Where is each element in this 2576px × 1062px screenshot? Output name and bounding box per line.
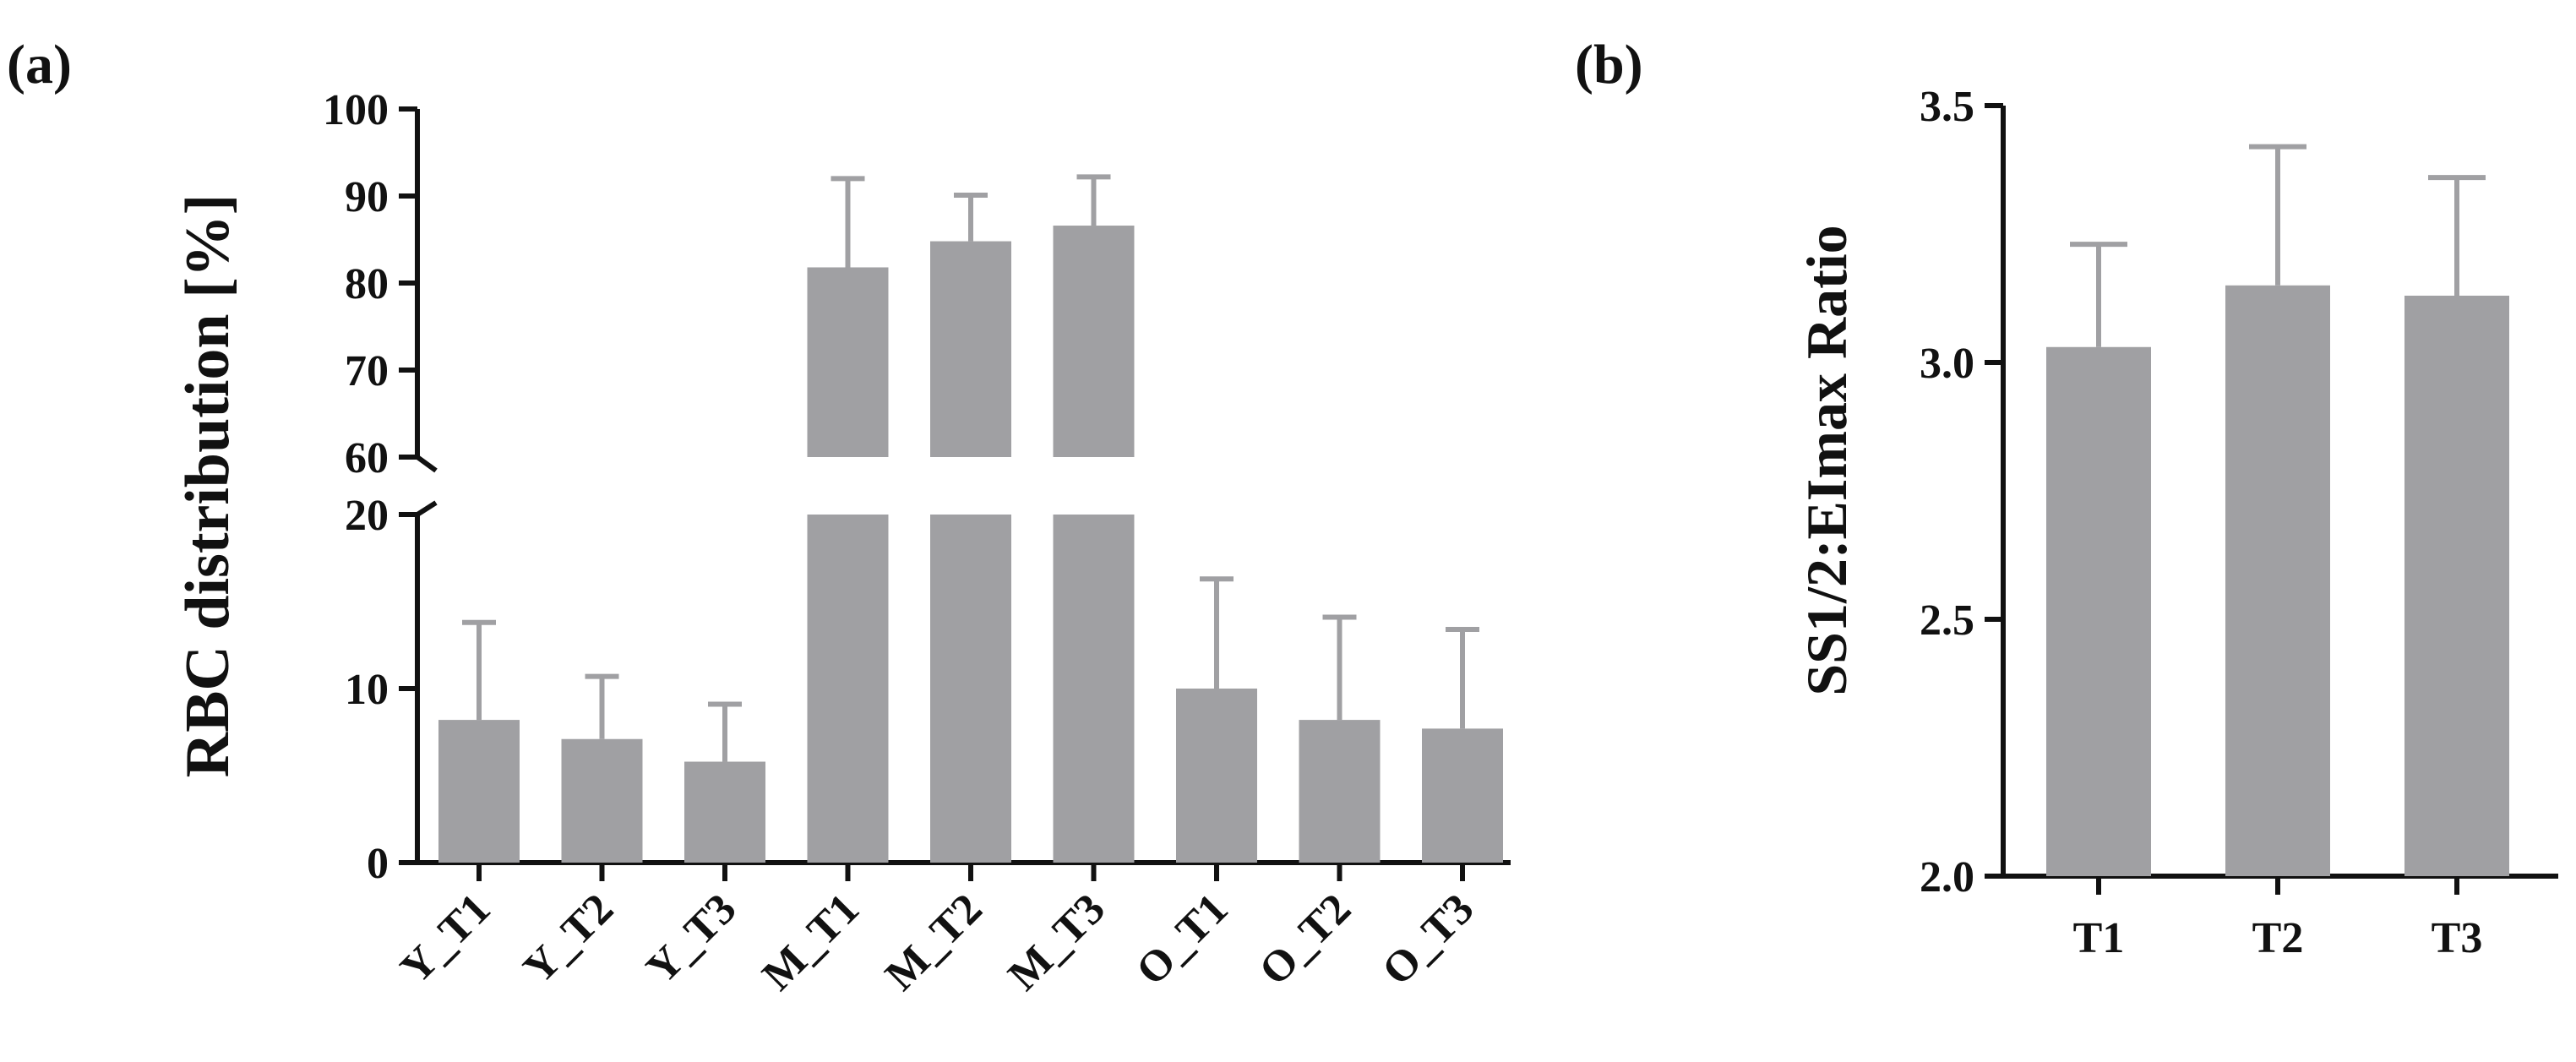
panel-a-category-label: O_T3 xyxy=(1373,885,1483,994)
panel-b-y-tick-label: 3.5 xyxy=(1920,83,1974,131)
panel-a-category-label: O_T1 xyxy=(1127,885,1237,994)
panel-a-lower-tick-label: 0 xyxy=(367,840,389,888)
panel-a-lower-tick-label: 20 xyxy=(345,492,389,540)
panel-a-break-mark-lower xyxy=(416,500,438,517)
panel-b-bar-group-t2 xyxy=(2225,144,2330,876)
panel-a-break-mark-upper xyxy=(416,455,438,473)
panel-b-bar xyxy=(2046,346,2151,876)
panel-a-bar xyxy=(561,738,643,863)
panel-a-y-axis-title: RBC distribution [%] xyxy=(173,194,242,778)
panel-a-category-label: M_T1 xyxy=(754,885,869,999)
panel-b-category-label: T2 xyxy=(2252,914,2304,962)
panel-a-bar-group-m-t2 xyxy=(930,192,1011,863)
panel-a-upper-tick-label: 80 xyxy=(345,260,389,308)
panel-a-bar-group-y-t1 xyxy=(438,619,520,863)
panel-b-bar xyxy=(2225,285,2330,876)
panel-a-bar-group-o-t2 xyxy=(1299,614,1381,863)
panel-a-bars xyxy=(438,174,1503,863)
panel-b-category-labels: T1 T2 T3 xyxy=(2073,876,2483,962)
panel-a-bar xyxy=(1422,728,1503,863)
panel-a-category-label: M_T2 xyxy=(876,885,991,999)
panel-a-bar-lower-segment xyxy=(1053,515,1135,863)
panel-a-bar-upper-segment xyxy=(930,241,1011,457)
panel-a-ticks: 0 10 20 60 70 80 90 100 xyxy=(323,86,417,888)
panel-a-category-label: Y_T1 xyxy=(391,885,499,993)
panel-b-y-tick-label: 2.5 xyxy=(1920,596,1974,645)
panel-a-bar-upper-segment xyxy=(807,267,889,457)
panel-a-bar-lower-segment xyxy=(930,515,1011,863)
panel-a-bar xyxy=(1176,689,1257,863)
panel-a-category-labels: Y_T1 Y_T2 Y_T3 M_T1 M_T2 M_T3 O_T1 O_T2 O_T3 xyxy=(391,863,1483,999)
panel-b-ticks: 2.0 2.5 3.0 3.5 xyxy=(1920,83,2003,901)
panel-a-upper-tick-label: 60 xyxy=(345,434,389,482)
panel-a-bar-upper-segment xyxy=(1053,226,1135,457)
panel-b-category-label: T1 xyxy=(2073,914,2125,962)
panel-label-b: (b) xyxy=(1575,34,1643,95)
panel-a-lower-tick-label: 10 xyxy=(345,666,389,714)
panel-a-bar-group-y-t3 xyxy=(684,701,765,863)
panel-b-category-label: T3 xyxy=(2432,914,2483,962)
panel-a-bar xyxy=(684,761,765,863)
panel-b-bar-group-t1 xyxy=(2046,242,2151,876)
panel-b-y-axis-title: SS1/2:EImax Ratio xyxy=(1794,225,1859,695)
panel-b-bar xyxy=(2404,295,2509,877)
panel-a-upper-tick-label: 70 xyxy=(345,347,389,395)
panel-a-bar-group-o-t3 xyxy=(1422,626,1503,863)
panel-a-bar-group-m-t3 xyxy=(1053,174,1135,863)
panel-a-category-label: Y_T2 xyxy=(515,885,623,993)
panel-b-y-tick-label: 3.0 xyxy=(1920,340,1974,388)
panel-label-a: (a) xyxy=(7,34,72,95)
panel-a-bar xyxy=(438,720,520,863)
panel-a-category-label: O_T2 xyxy=(1250,885,1360,994)
panel-a-bar-lower-segment xyxy=(807,515,889,863)
panel-a-category-label: M_T3 xyxy=(999,885,1114,999)
panel-b-y-tick-label: 2.0 xyxy=(1920,853,1974,901)
panel-a-bar xyxy=(1299,720,1381,863)
panel-a-bar-group-m-t1 xyxy=(807,176,889,863)
panel-a-upper-tick-label: 90 xyxy=(345,173,389,221)
panel-a-upper-tick-label: 100 xyxy=(323,86,389,134)
panel-a-bar-group-y-t2 xyxy=(561,673,643,863)
panel-a-bar-group-o-t1 xyxy=(1176,576,1257,863)
panel-b-bars xyxy=(2046,144,2509,877)
panel-b-bar-group-t3 xyxy=(2404,175,2509,877)
panel-a-category-label: Y_T3 xyxy=(637,885,745,993)
